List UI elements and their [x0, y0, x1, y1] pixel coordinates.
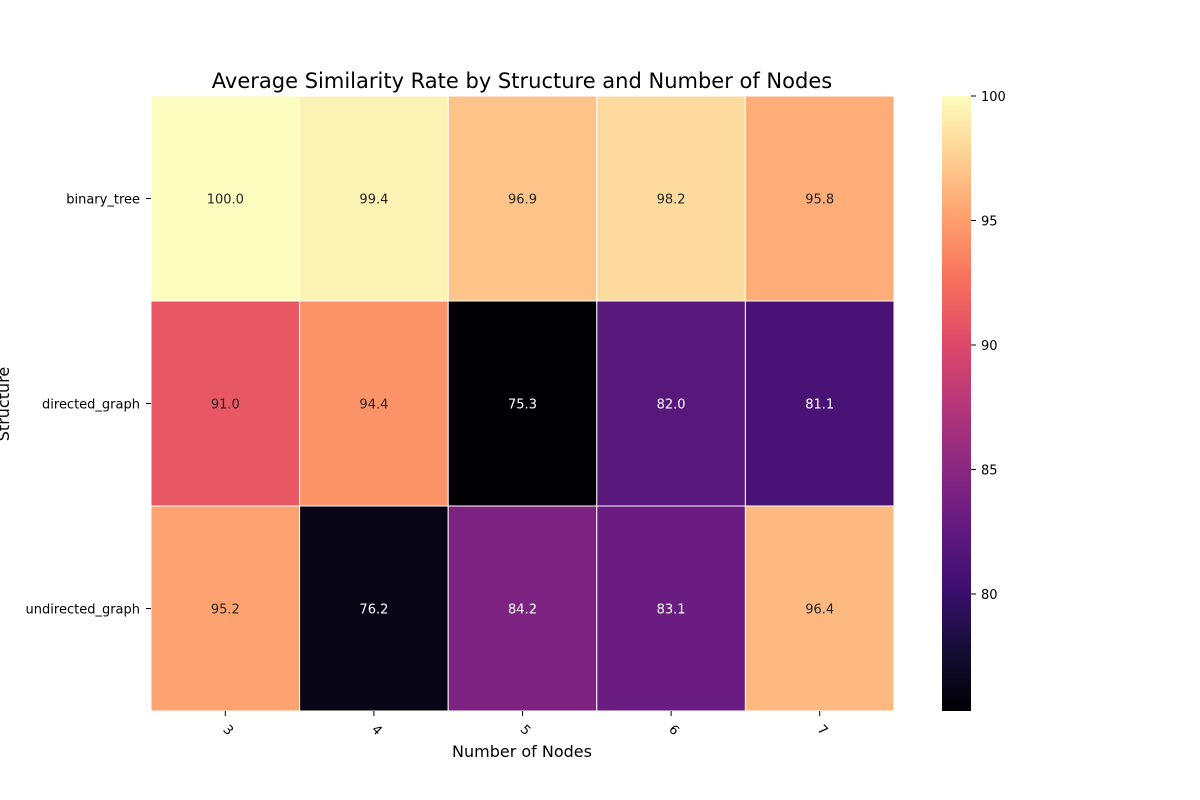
cell-value-label: 75.3	[508, 398, 537, 413]
colorbar-tick-label: 80	[981, 588, 998, 603]
cell-value-label: 95.2	[211, 603, 240, 618]
heatmap-cell	[447, 505, 598, 712]
colorbar-tick-label: 85	[981, 463, 998, 478]
colorbar-tick-label: 90	[981, 339, 998, 354]
heatmap-cell	[596, 505, 746, 712]
colorbar	[942, 96, 971, 711]
y-tick-label: undirected_graph	[26, 603, 140, 618]
heatmap-cell	[150, 95, 301, 302]
heatmap-cell	[447, 95, 598, 302]
cell-value-label: 100.0	[207, 193, 244, 208]
y-axis-ticks: binary_tree directed_graph undirected_grap…	[26, 193, 151, 618]
heatmap-cells	[150, 95, 895, 712]
y-axis-label: Structure	[0, 367, 13, 441]
colorbar-tick-label: 95	[981, 214, 998, 229]
cell-value-label: 96.9	[508, 193, 537, 208]
cell-value-label: 98.2	[657, 193, 686, 208]
heatmap-cell	[299, 300, 449, 507]
cell-value-label: 91.0	[211, 398, 240, 413]
heatmap-cell	[596, 95, 746, 302]
y-tick-label: directed_graph	[42, 398, 140, 413]
cell-value-label: 82.0	[657, 398, 686, 413]
heatmap-cell	[744, 505, 895, 712]
cell-value-label: 76.2	[359, 603, 388, 618]
cell-value-label: 96.4	[805, 603, 834, 618]
cell-value-label: 84.2	[508, 603, 537, 618]
heatmap-cell	[150, 300, 301, 507]
heatmap-cell	[299, 505, 449, 712]
colorbar-tick-label: 100	[981, 90, 1006, 105]
heatmap-cell	[299, 95, 449, 302]
cell-value-label: 95.8	[805, 193, 834, 208]
heatmap-cell	[744, 300, 895, 507]
cell-value-label: 94.4	[359, 398, 388, 413]
x-axis-label: Number of Nodes	[452, 742, 592, 761]
cell-value-label: 81.1	[805, 398, 834, 413]
cell-annotations: 100.0 99.4 96.9 98.2 95.8 91.0 94.4 75.3 82.0 81.…	[207, 193, 834, 618]
colorbar-ticks: 80 85 90 95 100	[971, 90, 1006, 603]
cell-value-label: 83.1	[657, 603, 686, 618]
heatmap-cell	[447, 300, 598, 507]
chart-title: Average Similarity Rate by Structure and…	[212, 69, 832, 93]
cell-value-label: 99.4	[359, 193, 388, 208]
heatmap-cell	[596, 300, 746, 507]
y-tick-label: binary_tree	[66, 193, 140, 208]
